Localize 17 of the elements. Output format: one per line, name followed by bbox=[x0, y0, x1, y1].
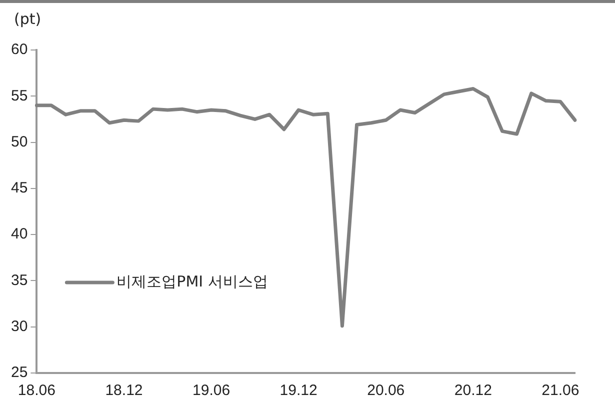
x-tick-label: 20.12 bbox=[454, 382, 492, 400]
y-tick-label: 60 bbox=[10, 41, 28, 58]
y-tick-label: 40 bbox=[10, 226, 28, 243]
x-tick-label: 19.06 bbox=[192, 382, 230, 400]
y-tick-label: 35 bbox=[10, 272, 28, 289]
x-tick-label: 21.06 bbox=[542, 382, 580, 400]
y-tick-label: 30 bbox=[10, 318, 28, 335]
y-tick-label: 25 bbox=[10, 364, 28, 382]
y-axis-title: (pt) bbox=[14, 10, 42, 28]
x-tick-label: 20.06 bbox=[367, 382, 405, 400]
y-tick-label: 45 bbox=[10, 180, 28, 197]
x-tick-label: 18.06 bbox=[18, 382, 56, 400]
y-tick-label: 55 bbox=[10, 87, 28, 104]
y-tick-label: 50 bbox=[10, 133, 28, 150]
x-tick-label: 19.12 bbox=[280, 382, 318, 400]
legend-label: 비제조업PMI 서비스업 bbox=[116, 272, 268, 290]
x-tick-label: 18.12 bbox=[105, 382, 143, 400]
